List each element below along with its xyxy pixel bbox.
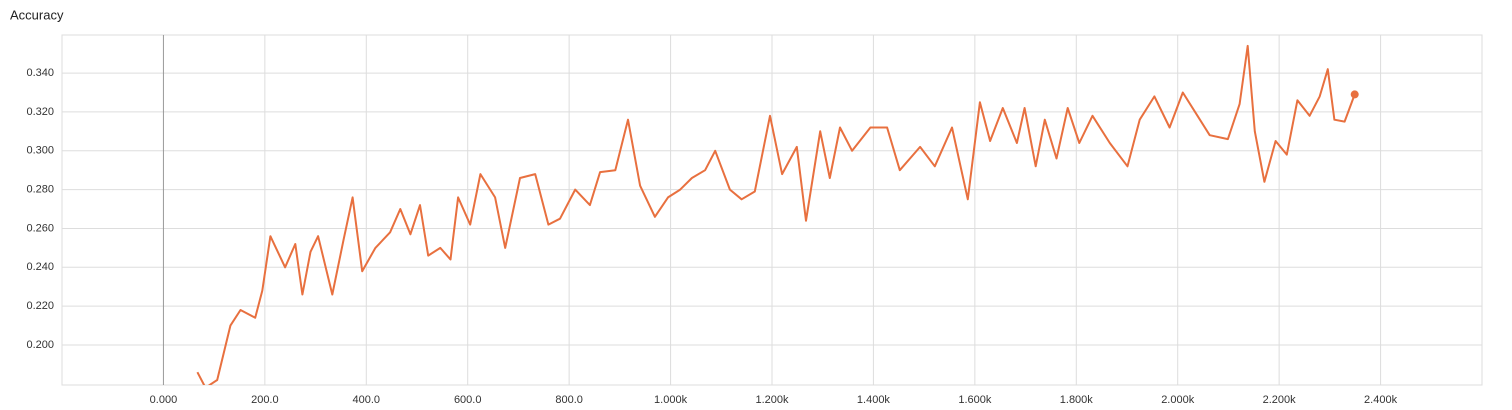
x-tick-label: 1.800k bbox=[1060, 394, 1094, 406]
x-tick-label: 1.000k bbox=[654, 394, 688, 406]
x-tick-label: 1.200k bbox=[755, 394, 789, 406]
x-tick-label: 200.0 bbox=[251, 394, 279, 406]
x-tick-label: 0.000 bbox=[150, 394, 178, 406]
x-tick-label: 2.400k bbox=[1364, 394, 1398, 406]
chart-title: Accuracy bbox=[10, 7, 64, 22]
y-tick-label: 0.320 bbox=[26, 106, 54, 118]
y-tick-label: 0.280 bbox=[26, 184, 54, 196]
data-line bbox=[196, 44, 1356, 385]
x-tick-label: 2.000k bbox=[1161, 394, 1195, 406]
x-tick-label: 800.0 bbox=[555, 394, 583, 406]
x-tick-label: 2.200k bbox=[1263, 394, 1297, 406]
x-tick-label: 1.600k bbox=[958, 394, 992, 406]
x-tick-label: 1.400k bbox=[857, 394, 891, 406]
x-tick-label: 600.0 bbox=[454, 394, 482, 406]
y-tick-label: 0.340 bbox=[26, 67, 54, 79]
y-tick-label: 0.200 bbox=[26, 339, 54, 351]
x-tick-label: 400.0 bbox=[353, 394, 381, 406]
y-tick-label: 0.220 bbox=[26, 300, 54, 312]
y-tick-label: 0.300 bbox=[26, 145, 54, 157]
y-tick-label: 0.260 bbox=[26, 222, 54, 234]
end-point bbox=[1350, 90, 1359, 99]
y-tick-label: 0.240 bbox=[26, 261, 54, 273]
